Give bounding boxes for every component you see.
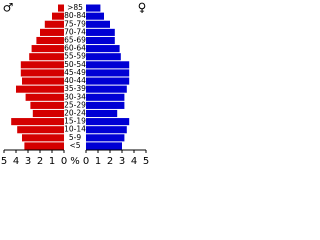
legend-male: ♂ — [3, 1, 14, 15]
age-label: 80-84 — [64, 11, 86, 20]
bar — [86, 69, 130, 77]
bar — [86, 101, 125, 109]
age-label: 75-79 — [64, 19, 86, 28]
age-label: 15-19 — [64, 117, 86, 126]
bar — [32, 109, 64, 118]
x-tick-label: 3 — [119, 156, 125, 167]
bar — [25, 93, 65, 101]
bar — [20, 61, 64, 69]
bar — [24, 142, 64, 150]
x-tick-label: 4 — [13, 156, 19, 167]
age-label: 70-74 — [64, 27, 86, 36]
x-tick-label: 5 — [143, 156, 149, 167]
x-tick-label: 4 — [131, 156, 137, 167]
bar — [36, 36, 64, 45]
x-tick-label: 0 — [61, 156, 67, 167]
bar — [86, 93, 125, 101]
bar — [31, 45, 65, 53]
age-label: <5 — [69, 141, 80, 150]
bar — [86, 36, 115, 45]
bar — [86, 61, 130, 69]
bar — [86, 28, 115, 36]
bar — [86, 77, 130, 85]
age-label: 30-34 — [64, 92, 86, 101]
age-label: 55-59 — [64, 52, 86, 61]
bar — [86, 85, 127, 93]
bar — [86, 126, 127, 134]
bar — [86, 12, 104, 20]
age-label: 35-39 — [64, 84, 86, 93]
x-tick-label: 2 — [107, 156, 113, 167]
age-label: 5-9 — [69, 133, 81, 142]
bar — [22, 134, 64, 142]
age-label: 45-49 — [64, 68, 86, 77]
bar — [86, 109, 118, 118]
legend-female: ♀ — [138, 1, 147, 15]
age-label: 60-64 — [64, 44, 86, 53]
bar — [52, 12, 64, 20]
bar — [40, 28, 64, 36]
x-tick-label: 5 — [1, 156, 7, 167]
x-tick-label: 3 — [25, 156, 31, 167]
x-tick-label: 2 — [37, 156, 43, 167]
x-tick-label: 1 — [49, 156, 55, 167]
x-axis-label: % — [70, 156, 80, 167]
bar — [16, 85, 64, 93]
age-label: 25-29 — [64, 100, 86, 109]
age-label: 10-14 — [64, 125, 86, 134]
bar — [86, 45, 120, 53]
bar — [17, 126, 64, 134]
bar — [44, 20, 64, 28]
bar — [86, 118, 130, 126]
bar — [29, 53, 64, 61]
age-label: 65-69 — [64, 36, 86, 45]
bar — [86, 134, 125, 142]
age-label: 50-54 — [64, 60, 86, 69]
bar — [86, 20, 110, 28]
bar — [86, 4, 101, 12]
bar — [22, 77, 64, 85]
age-label: 40-44 — [64, 76, 86, 85]
age-label: 20-24 — [64, 109, 86, 118]
x-tick-label: 0 — [83, 156, 89, 167]
bar — [11, 118, 64, 126]
bar — [58, 4, 64, 12]
x-tick-label: 1 — [95, 156, 101, 167]
bar — [86, 142, 122, 150]
bar — [30, 101, 64, 109]
age-label: >85 — [67, 3, 83, 12]
bar — [20, 69, 64, 77]
bar — [86, 53, 121, 61]
chart: >8580-8475-7970-7465-6960-6455-5950-5445… — [1, 1, 149, 168]
